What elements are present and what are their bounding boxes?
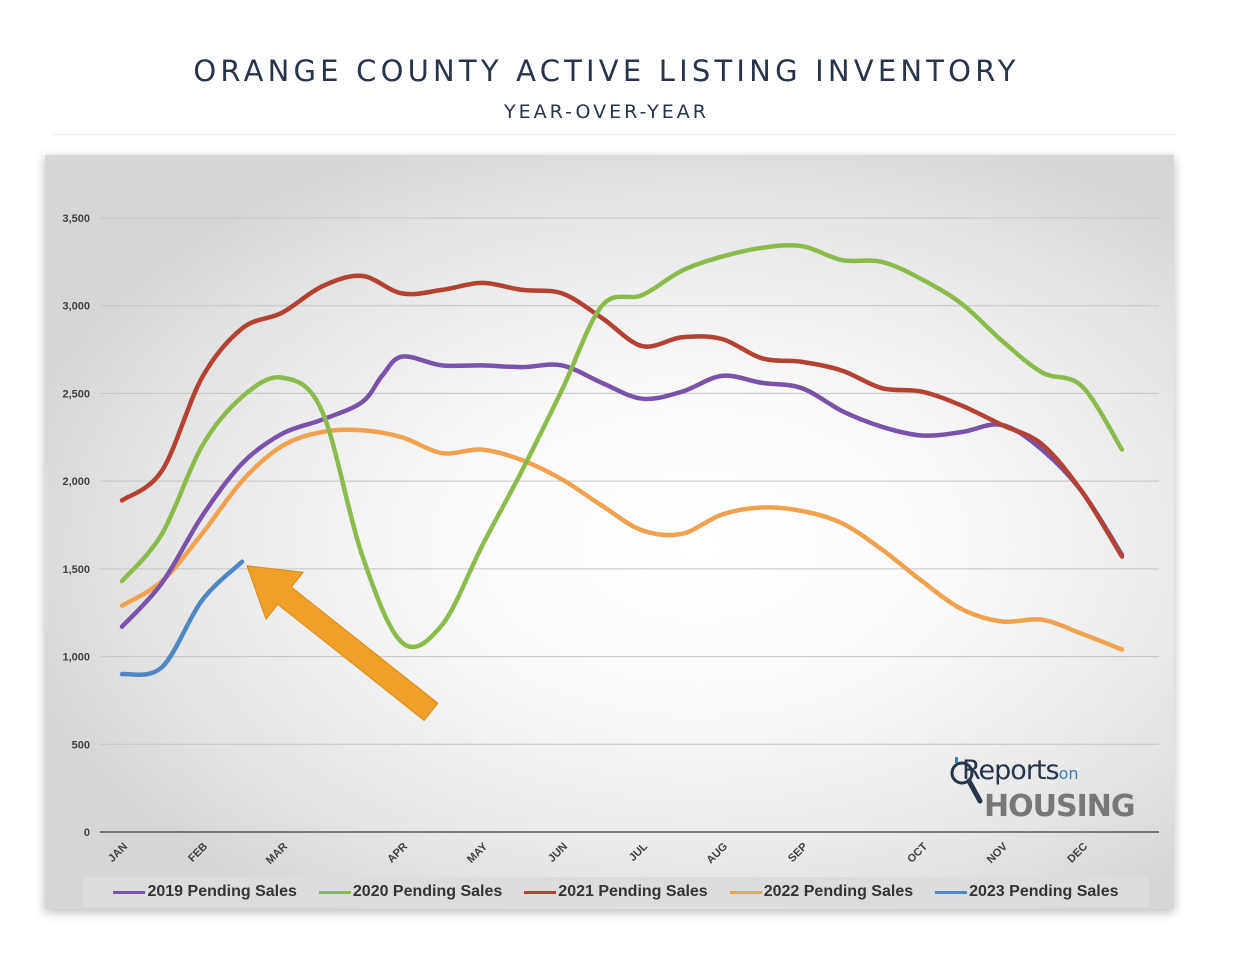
legend-label: 2023 Pending Sales bbox=[969, 883, 1119, 900]
x-tick-label: OCT bbox=[905, 840, 930, 865]
x-tick-label: MAY bbox=[465, 840, 491, 866]
y-tick-label: 3,000 bbox=[62, 301, 90, 313]
legend-label: 2022 Pending Sales bbox=[763, 883, 914, 900]
y-tick-label: 500 bbox=[72, 739, 90, 751]
x-tick-label: APR bbox=[385, 841, 410, 866]
page-title: ORANGE COUNTY ACTIVE LISTING INVENTORY bbox=[193, 54, 1020, 88]
legend-item: 2020 Pending Sales bbox=[318, 883, 503, 901]
legend-label: 2019 Pending Sales bbox=[147, 883, 297, 900]
chart-legend: 2019 Pending Sales 2020 Pending Sales 2021… bbox=[83, 877, 1149, 907]
y-tick-label: 1,500 bbox=[62, 564, 90, 576]
legend-item: 2023 Pending Sales bbox=[935, 883, 1119, 901]
page-subtitle: YEAR-OVER-YEAR bbox=[504, 101, 709, 123]
x-tick-label: JUN bbox=[546, 841, 570, 865]
line-chart: 0 500 1,000 1,500 2,000 2,500 3,000 3,500 JAN FEB… bbox=[62, 213, 1159, 867]
y-tick-label: 3,500 bbox=[62, 213, 90, 225]
magnifier-icon bbox=[950, 757, 983, 804]
series-line-2023-pending-sales bbox=[119, 559, 245, 678]
annotation-arrow bbox=[246, 565, 439, 721]
legend-label: 2020 Pending Sales bbox=[352, 883, 503, 900]
logo-word-reports: Reports bbox=[962, 755, 1060, 786]
x-tick-label: FEB bbox=[186, 841, 210, 865]
legend-swatch bbox=[113, 890, 146, 894]
x-tick-label: NOV bbox=[985, 840, 1011, 866]
legend-item: 2019 Pending Sales bbox=[113, 883, 297, 901]
y-tick-label: 0 bbox=[84, 827, 90, 839]
logo-word-on: on bbox=[1058, 764, 1079, 783]
x-tick-label: JUL bbox=[627, 840, 650, 863]
legend-label: 2021 Pending Sales bbox=[558, 883, 708, 900]
x-tick-label: JAN bbox=[106, 841, 130, 865]
divider bbox=[52, 134, 1176, 135]
x-tick-label: SEP bbox=[786, 841, 810, 865]
legend-item: 2022 Pending Sales bbox=[729, 883, 914, 901]
legend-swatch bbox=[935, 890, 968, 894]
y-tick-label: 2,500 bbox=[62, 388, 90, 400]
y-tick-label: 1,000 bbox=[62, 652, 90, 664]
x-tick-label: DEC bbox=[1065, 841, 1090, 866]
x-tick-label: MAR bbox=[264, 841, 290, 867]
logo-word-housing: HOUSING bbox=[984, 789, 1135, 824]
series-line-2022-pending-sales bbox=[119, 427, 1125, 652]
series-line-2019-pending-sales bbox=[119, 354, 1125, 629]
chart-card: 0 500 1,000 1,500 2,000 2,500 3,000 3,500 JAN FEB… bbox=[45, 155, 1174, 909]
legend-swatch bbox=[729, 890, 762, 894]
legend-swatch bbox=[318, 890, 351, 894]
legend-swatch bbox=[524, 890, 557, 894]
legend-item: 2021 Pending Sales bbox=[524, 883, 708, 901]
reports-on-housing-logo: Reportson HOUSING bbox=[946, 753, 1146, 825]
x-tick-label: AUG bbox=[704, 841, 730, 867]
series-line-2021-pending-sales bbox=[119, 273, 1125, 559]
y-tick-label: 2,000 bbox=[62, 476, 90, 488]
series-line-2020-pending-sales bbox=[119, 242, 1125, 650]
